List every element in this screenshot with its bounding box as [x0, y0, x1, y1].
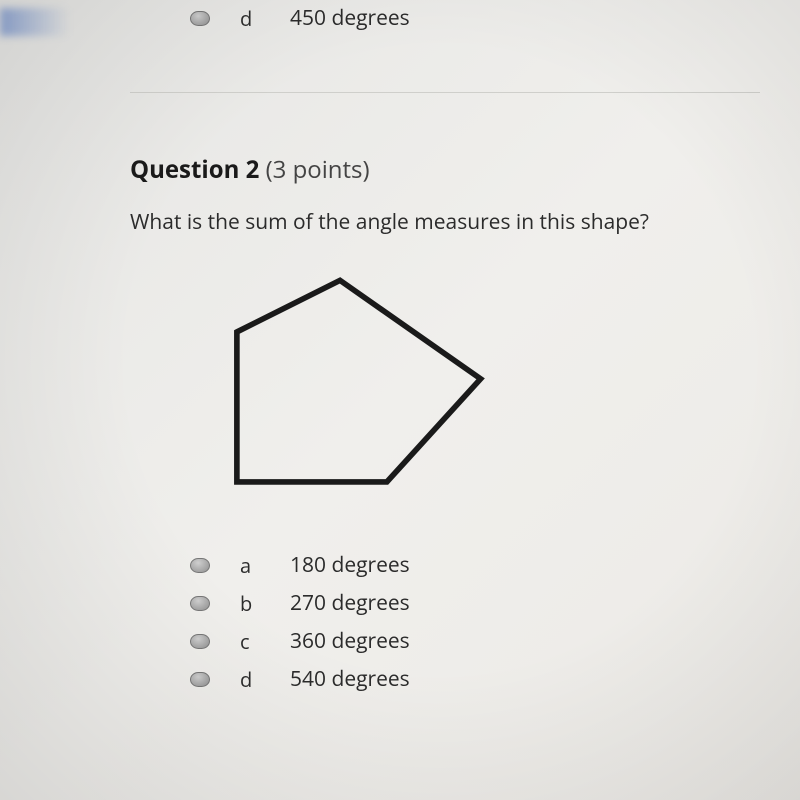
option-c[interactable]: c 360 degrees — [190, 622, 760, 660]
radio-icon[interactable] — [190, 634, 210, 649]
answer-options: a 180 degrees b 270 degrees c 360 degree… — [190, 546, 760, 698]
option-letter: d — [240, 5, 260, 32]
question-2-block: Question 2 (3 points) What is the sum of… — [130, 153, 760, 698]
question-title: Question 2 (3 points) — [130, 153, 760, 186]
pentagon-polygon — [237, 280, 481, 482]
question-figure — [190, 266, 760, 506]
option-text: 180 degrees — [290, 551, 410, 579]
question-number: Question 2 — [130, 153, 259, 186]
screen-glare — [0, 8, 70, 36]
option-letter: b — [240, 590, 260, 617]
option-b[interactable]: b 270 degrees — [190, 584, 760, 622]
option-a[interactable]: a 180 degrees — [190, 546, 760, 584]
radio-icon[interactable] — [190, 596, 210, 611]
option-text: 270 degrees — [290, 589, 410, 617]
radio-icon[interactable] — [190, 672, 210, 687]
option-text: 540 degrees — [290, 665, 410, 693]
question-prompt: What is the sum of the angle measures in… — [130, 208, 760, 236]
option-d[interactable]: d 540 degrees — [190, 660, 760, 698]
option-letter: c — [240, 628, 260, 655]
radio-icon[interactable] — [190, 558, 210, 573]
radio-icon[interactable] — [190, 11, 210, 26]
option-letter: d — [240, 666, 260, 693]
option-letter: a — [240, 552, 260, 579]
previous-question-option-d[interactable]: d 450 degrees — [190, 0, 760, 32]
option-text: 450 degrees — [290, 4, 410, 32]
question-divider — [130, 92, 760, 93]
quiz-page: d 450 degrees Question 2 (3 points) What… — [0, 0, 800, 800]
option-text: 360 degrees — [290, 627, 410, 655]
question-points: (3 points) — [266, 153, 370, 186]
pentagon-shape-icon — [190, 266, 490, 501]
